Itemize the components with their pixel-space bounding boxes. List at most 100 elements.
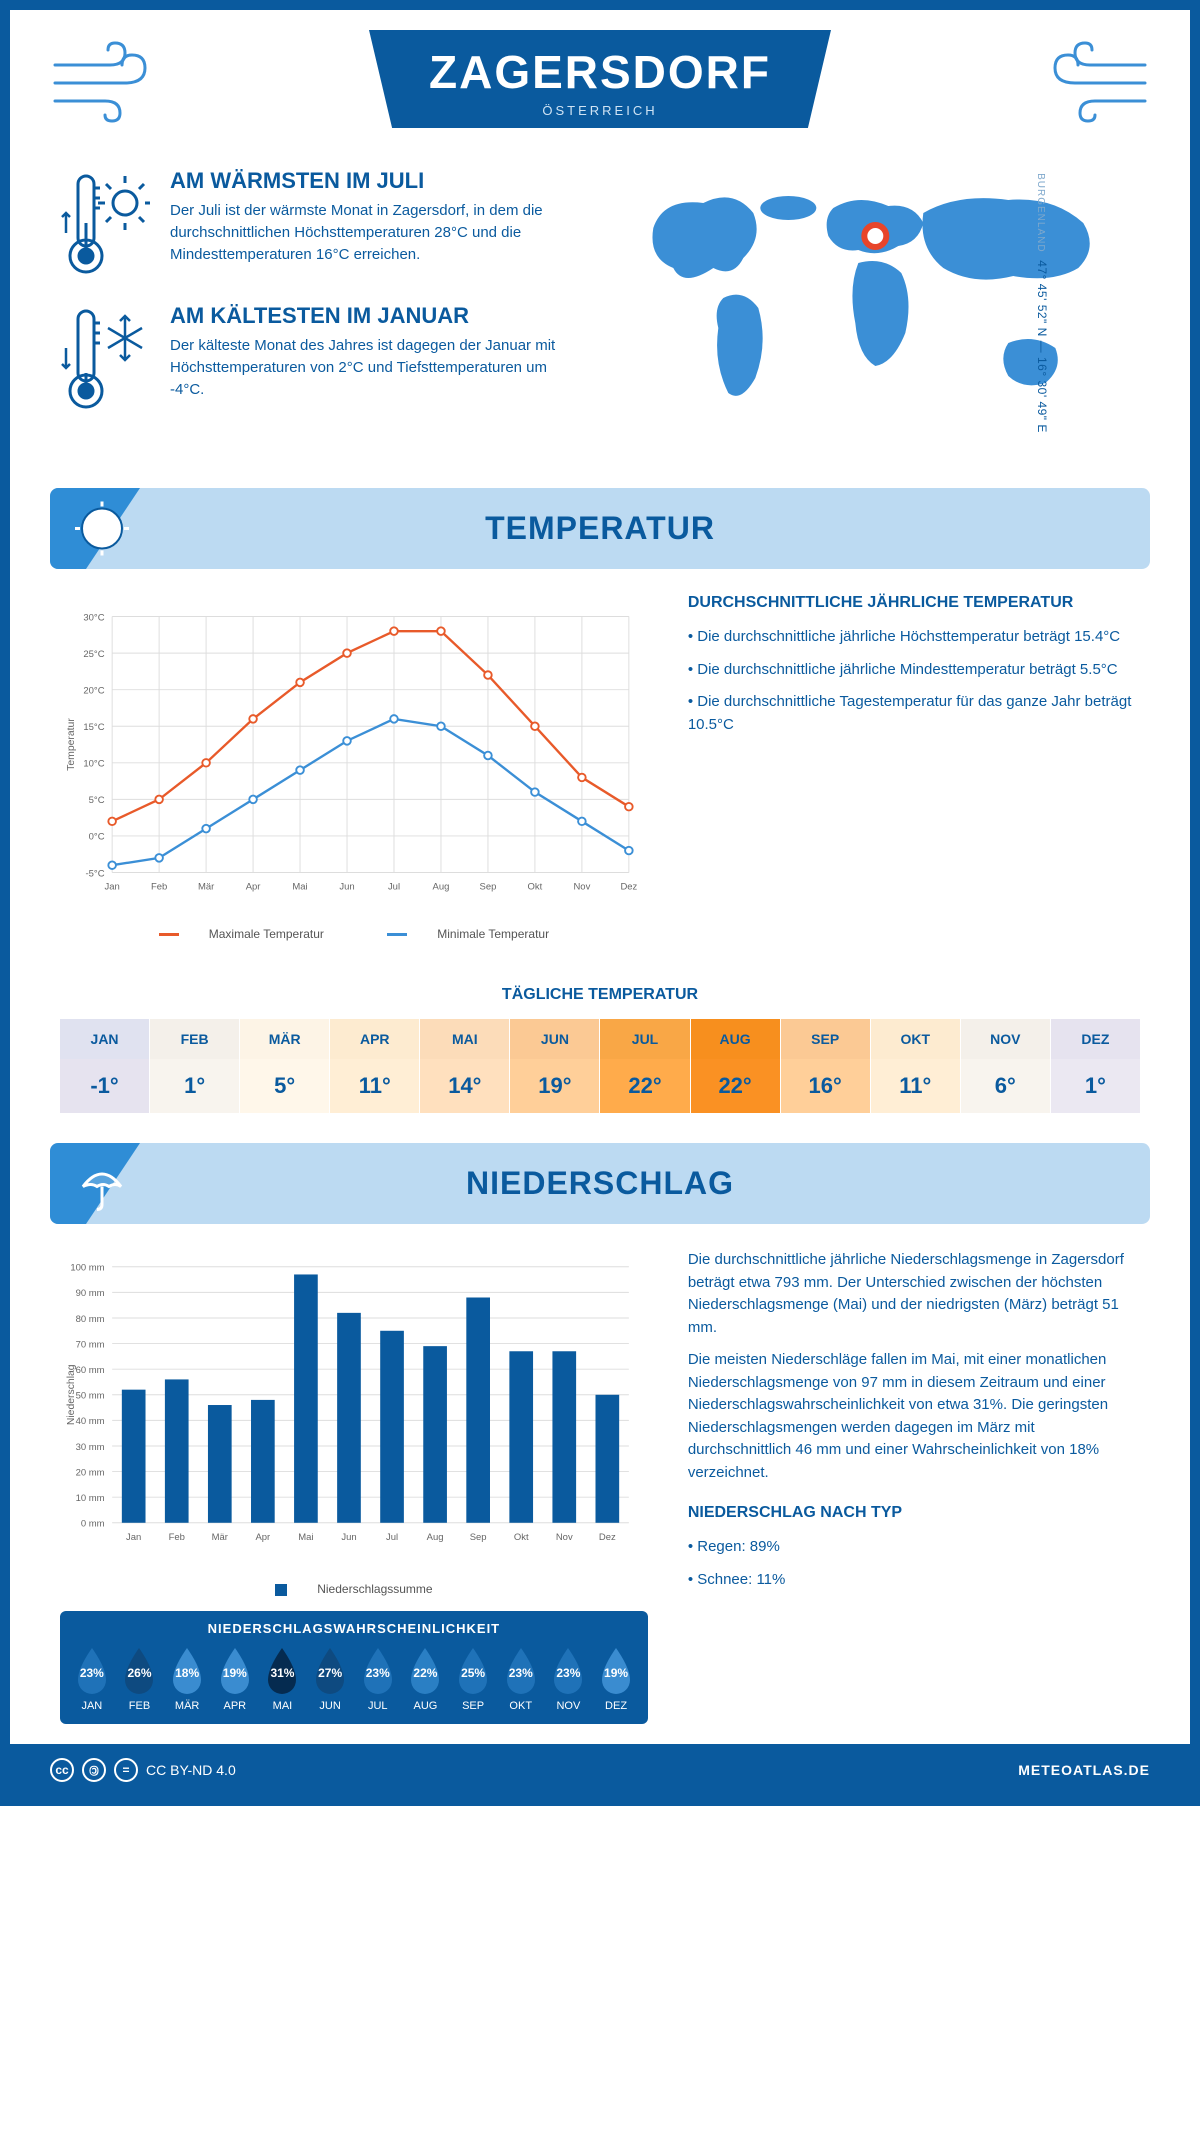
precip-probability: NIEDERSCHLAGSWAHRSCHEINLICHKEIT 23%JAN26… bbox=[60, 1611, 648, 1724]
daily-cell: OKT11° bbox=[871, 1019, 961, 1113]
svg-text:Jun: Jun bbox=[341, 1532, 356, 1543]
annual-b1: • Die durchschnittliche jährliche Höchst… bbox=[688, 626, 1140, 649]
temp-legend: Maximale Temperatur Minimale Temperatur bbox=[60, 927, 648, 941]
annual-b2: • Die durchschnittliche jährliche Mindes… bbox=[688, 659, 1140, 682]
nd-icon: = bbox=[114, 1758, 138, 1782]
daily-cell: NOV6° bbox=[961, 1019, 1051, 1113]
sun-icon bbox=[75, 501, 130, 556]
umbrella-icon bbox=[75, 1156, 130, 1211]
svg-text:Nov: Nov bbox=[556, 1532, 573, 1543]
svg-text:20 mm: 20 mm bbox=[76, 1467, 105, 1478]
coldest-fact: AM KÄLTESTEN IM JANUAR Der kälteste Mona… bbox=[60, 303, 557, 418]
svg-text:Mai: Mai bbox=[292, 882, 307, 893]
daily-cell: JUL22° bbox=[600, 1019, 690, 1113]
prob-title: NIEDERSCHLAGSWAHRSCHEINLICHKEIT bbox=[68, 1621, 640, 1636]
temp-header: TEMPERATUR bbox=[50, 488, 1150, 569]
svg-text:Aug: Aug bbox=[433, 882, 450, 893]
cc-icon: cc bbox=[50, 1758, 74, 1782]
svg-text:Jan: Jan bbox=[126, 1532, 141, 1543]
drop-item: 26%FEB bbox=[116, 1646, 164, 1712]
precipitation-chart: 0 mm 10 mm 20 mm 30 mm 40 mm 50 mm 60 mm 70 mm 8… bbox=[60, 1249, 648, 1569]
precip-legend: Niederschlagssumme bbox=[60, 1582, 648, 1596]
svg-text:Mai: Mai bbox=[298, 1532, 313, 1543]
svg-text:10°C: 10°C bbox=[83, 759, 104, 770]
title-banner: ZAGERSDORF ÖSTERREICH bbox=[369, 30, 831, 128]
warmest-text: Der Juli ist der wärmste Monat in Zagers… bbox=[170, 200, 557, 265]
daily-cell: JAN-1° bbox=[60, 1019, 150, 1113]
wind-icon bbox=[50, 35, 170, 125]
svg-text:20°C: 20°C bbox=[83, 685, 104, 696]
temperature-chart: -5°C0°C5°C10°C15°C20°C25°C30°CJanFebMärA… bbox=[60, 594, 648, 914]
coordinates: BURGENLAND 47° 45' 52" N — 16° 30' 49" E bbox=[1035, 173, 1049, 433]
page: ZAGERSDORF ÖSTERREICH bbox=[0, 0, 1200, 1806]
svg-text:50 mm: 50 mm bbox=[76, 1391, 105, 1402]
svg-text:40 mm: 40 mm bbox=[76, 1416, 105, 1427]
drop-item: 22%AUG bbox=[402, 1646, 450, 1712]
precip-p1: Die durchschnittliche jährliche Niedersc… bbox=[688, 1249, 1140, 1339]
daily-cell: DEZ1° bbox=[1051, 1019, 1140, 1113]
city-name: ZAGERSDORF bbox=[429, 45, 771, 99]
drop-item: 25%SEP bbox=[449, 1646, 497, 1712]
svg-text:90 mm: 90 mm bbox=[76, 1288, 105, 1299]
drop-item: 23%JUL bbox=[354, 1646, 402, 1712]
drop-item: 27%JUN bbox=[306, 1646, 354, 1712]
precip-snow: • Schnee: 11% bbox=[688, 1569, 1140, 1592]
drop-item: 23%JAN bbox=[68, 1646, 116, 1712]
svg-text:Mär: Mär bbox=[212, 1532, 228, 1543]
drop-item: 23%NOV bbox=[545, 1646, 593, 1712]
svg-text:Mär: Mär bbox=[198, 882, 214, 893]
temp-title: TEMPERATUR bbox=[50, 510, 1150, 547]
intro: AM WÄRMSTEN IM JULI Der Juli ist der wär… bbox=[10, 158, 1190, 468]
svg-text:60 mm: 60 mm bbox=[76, 1365, 105, 1376]
country-name: ÖSTERREICH bbox=[429, 103, 771, 118]
wind-icon bbox=[1030, 35, 1150, 125]
svg-text:Dez: Dez bbox=[620, 882, 637, 893]
drop-item: 19%DEZ bbox=[592, 1646, 640, 1712]
svg-text:15°C: 15°C bbox=[83, 722, 104, 733]
coldest-title: AM KÄLTESTEN IM JANUAR bbox=[170, 303, 557, 329]
svg-text:Niederschlag: Niederschlag bbox=[66, 1364, 77, 1425]
drop-item: 23%OKT bbox=[497, 1646, 545, 1712]
svg-text:Apr: Apr bbox=[246, 882, 261, 893]
warmest-fact: AM WÄRMSTEN IM JULI Der Juli ist der wär… bbox=[60, 168, 557, 283]
daily-cell: MAI14° bbox=[420, 1019, 510, 1113]
thermo-snow-icon bbox=[60, 303, 150, 413]
precip-header: NIEDERSCHLAG bbox=[50, 1143, 1150, 1224]
svg-text:Apr: Apr bbox=[255, 1532, 270, 1543]
brand: METEOATLAS.DE bbox=[1018, 1762, 1150, 1778]
svg-text:25°C: 25°C bbox=[83, 649, 104, 660]
svg-text:Jul: Jul bbox=[388, 882, 400, 893]
warmest-title: AM WÄRMSTEN IM JULI bbox=[170, 168, 557, 194]
svg-text:Jul: Jul bbox=[386, 1532, 398, 1543]
svg-text:10 mm: 10 mm bbox=[76, 1493, 105, 1504]
precip-type-title: NIEDERSCHLAG NACH TYP bbox=[688, 1504, 1140, 1522]
svg-text:100 mm: 100 mm bbox=[70, 1263, 104, 1274]
thermo-sun-icon bbox=[60, 168, 150, 278]
svg-text:5°C: 5°C bbox=[89, 795, 105, 806]
daily-cell: FEB1° bbox=[150, 1019, 240, 1113]
svg-text:0 mm: 0 mm bbox=[81, 1519, 105, 1530]
daily-cell: APR11° bbox=[330, 1019, 420, 1113]
svg-text:30°C: 30°C bbox=[83, 612, 104, 623]
footer: cc 🄯 = CC BY-ND 4.0 METEOATLAS.DE bbox=[10, 1744, 1190, 1796]
svg-text:0°C: 0°C bbox=[89, 832, 105, 843]
svg-text:Feb: Feb bbox=[169, 1532, 185, 1543]
svg-text:30 mm: 30 mm bbox=[76, 1442, 105, 1453]
license: cc 🄯 = CC BY-ND 4.0 bbox=[50, 1758, 236, 1782]
svg-text:70 mm: 70 mm bbox=[76, 1339, 105, 1350]
by-icon: 🄯 bbox=[82, 1758, 106, 1782]
drop-item: 19%APR bbox=[211, 1646, 259, 1712]
precip-title: NIEDERSCHLAG bbox=[50, 1165, 1150, 1202]
daily-temp-title: TÄGLICHE TEMPERATUR bbox=[10, 986, 1190, 1004]
svg-text:Dez: Dez bbox=[599, 1532, 616, 1543]
svg-text:Aug: Aug bbox=[427, 1532, 444, 1543]
svg-text:Sep: Sep bbox=[470, 1532, 487, 1543]
drop-item: 31%MAI bbox=[259, 1646, 307, 1712]
world-map bbox=[587, 168, 1140, 428]
svg-text:80 mm: 80 mm bbox=[76, 1314, 105, 1325]
svg-text:-5°C: -5°C bbox=[86, 868, 105, 879]
svg-text:Sep: Sep bbox=[480, 882, 497, 893]
precip-rain: • Regen: 89% bbox=[688, 1536, 1140, 1559]
drop-item: 18%MÄR bbox=[163, 1646, 211, 1712]
precip-content: 0 mm 10 mm 20 mm 30 mm 40 mm 50 mm 60 mm 70 mm 8… bbox=[10, 1249, 1190, 1744]
